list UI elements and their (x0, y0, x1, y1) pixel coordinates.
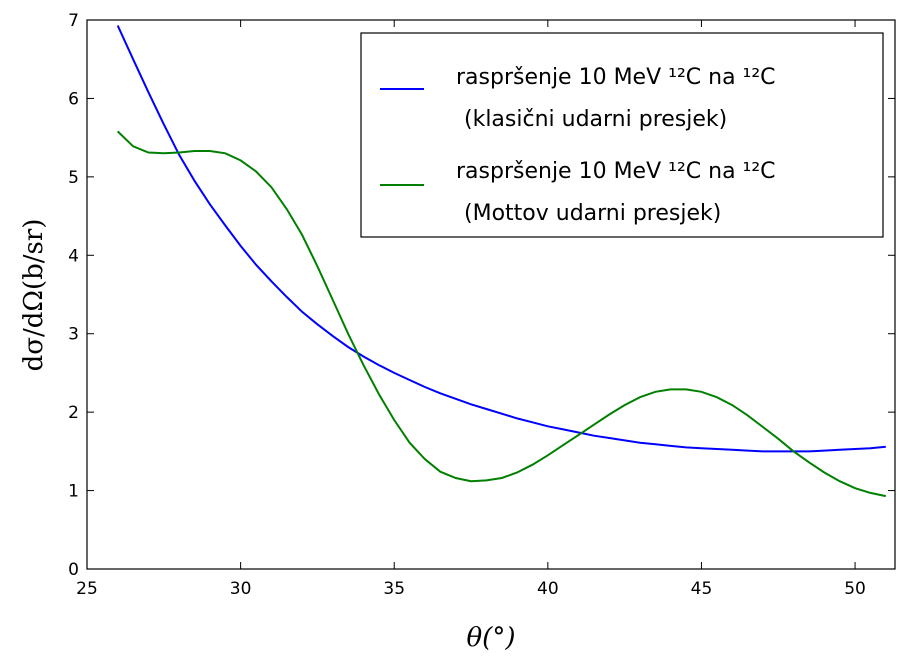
y-tick-label-6: 6 (68, 89, 79, 109)
x-axis-ticks: 25 30 35 40 45 50 (76, 20, 866, 599)
x-tick-label-4: 45 (691, 579, 713, 599)
legend-label-classical-line2: (klasični udarni presjek) (464, 107, 727, 132)
legend-label-mott-line2: (Mottov udarni presjek) (464, 201, 721, 226)
legend: raspršenje 10 MeV ¹²C na ¹²C (klasični u… (360, 32, 884, 238)
x-tick-label-2: 35 (383, 579, 405, 599)
x-tick-label-3: 40 (537, 579, 559, 599)
y-axis-ticks: 0 1 2 3 4 5 6 7 (68, 11, 895, 580)
y-tick-label-2: 2 (68, 403, 79, 423)
legend-label-mott-line1: raspršenje 10 MeV ¹²C na ¹²C (456, 159, 776, 184)
legend-box (360, 32, 884, 238)
series-line-classical (116, 25, 886, 453)
x-tick-label-5: 50 (844, 579, 866, 599)
x-tick-label-0: 25 (76, 579, 98, 599)
y-axis-label: dσ/dΩ(b/sr) (19, 219, 49, 372)
x-tick-label-1: 30 (230, 579, 252, 599)
series-line-mott (117, 130, 887, 498)
y-tick-label-4: 4 (68, 246, 79, 266)
y-tick-label-0: 0 (68, 560, 79, 580)
y-tick-label-7: 7 (68, 11, 79, 31)
y-tick-label-3: 3 (68, 325, 79, 345)
legend-label-classical-line1: raspršenje 10 MeV ¹²C na ¹²C (456, 65, 776, 90)
y-tick-label-1: 1 (68, 482, 79, 502)
y-tick-label-5: 5 (68, 168, 79, 188)
x-axis-label: θ(°) (467, 623, 516, 653)
series-lines (116, 25, 887, 498)
